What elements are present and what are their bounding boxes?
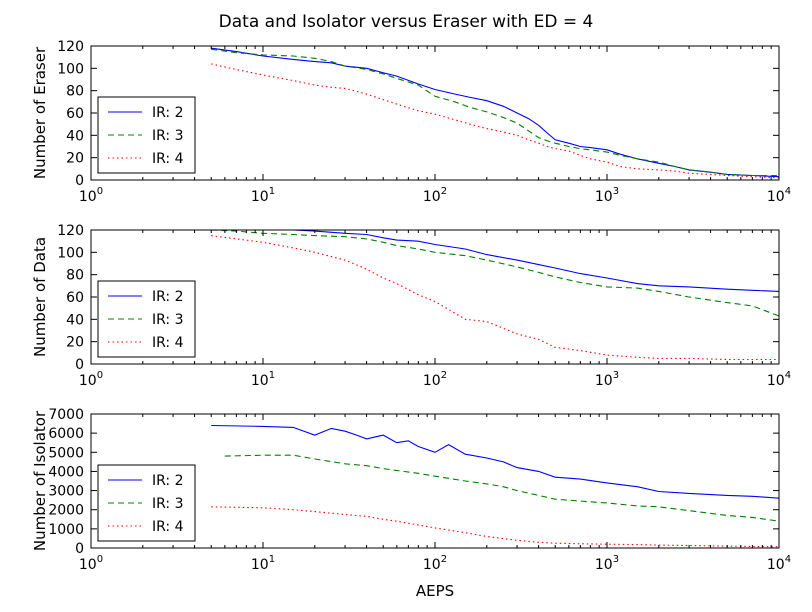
- x-tick-label: 100: [79, 370, 103, 389]
- x-tick-label: 100: [79, 554, 103, 573]
- series-line-1: [211, 424, 779, 499]
- legend-label-2: IR: 3: [152, 312, 184, 328]
- x-tick-label: 101: [251, 186, 275, 205]
- y-tick-label: 20: [66, 151, 84, 167]
- y-tick-label: 5000: [48, 445, 84, 461]
- subplot-1: 100 101 102 103 104 0 20 40 60 80 100 120 Number of …: [31, 39, 791, 205]
- series-line-3: [211, 506, 779, 548]
- y-tick-label: 3000: [48, 484, 84, 500]
- y-tick-label: 20: [66, 335, 84, 351]
- x-tick-label: 101: [251, 370, 275, 389]
- y-tick-label: 60: [66, 106, 84, 122]
- subplots: 100 101 102 103 104 0 20 40 60 80 100 120 Number of …: [31, 39, 791, 573]
- x-tick-label: 103: [595, 186, 619, 205]
- series-line-2: [224, 454, 779, 522]
- y-tick-label: 4000: [48, 464, 84, 480]
- y-tick-label: 40: [66, 312, 84, 328]
- series-line-1: [211, 230, 779, 292]
- x-axis-label: AEPS: [416, 582, 454, 600]
- y-tick-label: 60: [66, 290, 84, 306]
- y-tick-label: 6000: [48, 426, 84, 442]
- figure-title: Data and Isolator versus Eraser with ED …: [219, 12, 594, 32]
- legend-label-1: IR: 2: [152, 289, 184, 305]
- y-tick-label: 120: [57, 223, 84, 239]
- y-tick-label: 80: [66, 84, 84, 100]
- y-tick-label: 0: [75, 173, 84, 189]
- legend-label-2: IR: 3: [152, 128, 184, 144]
- y-tick-label: 0: [75, 357, 84, 373]
- legend: IR: 2 IR: 3 IR: 4: [97, 280, 196, 358]
- x-tick-label: 102: [423, 186, 447, 205]
- legend: IR: 2 IR: 3 IR: 4: [97, 96, 196, 174]
- y-tick-label: 100: [57, 61, 84, 77]
- y-tick-label: 120: [57, 39, 84, 55]
- x-tick-label: 100: [79, 186, 103, 205]
- y-axis-label: Number of Eraser: [31, 46, 49, 179]
- x-tick-label: 104: [767, 186, 791, 205]
- y-tick-label: 2000: [48, 503, 84, 519]
- y-tick-label: 80: [66, 268, 84, 284]
- subplot-2: 100 101 102 103 104 0 20 40 60 80 100 120 Number of …: [31, 223, 791, 389]
- x-tick-label: 102: [423, 370, 447, 389]
- y-tick-label: 40: [66, 128, 84, 144]
- legend-box: [97, 96, 196, 174]
- series-line-1: [211, 47, 779, 178]
- legend-label-1: IR: 2: [152, 473, 184, 489]
- legend-label-2: IR: 3: [152, 496, 184, 512]
- series-line-2: [211, 230, 779, 317]
- y-tick-label: 100: [57, 245, 84, 261]
- x-tick-label: 103: [595, 554, 619, 573]
- y-tick-label: 1000: [48, 522, 84, 538]
- y-axis-label: Number of Data: [31, 237, 49, 357]
- legend-box: [97, 280, 196, 358]
- subplot-3: 100 101 102 103 104 0 1000 2000 3000 4000 5000 6000…: [31, 407, 791, 573]
- y-tick-label: 0: [75, 541, 84, 557]
- x-tick-label: 103: [595, 370, 619, 389]
- x-tick-label: 104: [767, 370, 791, 389]
- x-tick-label: 104: [767, 554, 791, 573]
- legend: IR: 2 IR: 3 IR: 4: [97, 464, 196, 542]
- x-tick-label: 101: [251, 554, 275, 573]
- y-tick-label: 7000: [48, 407, 84, 423]
- series-line-3: [211, 63, 779, 179]
- legend-box: [97, 464, 196, 542]
- legend-label-3: IR: 4: [152, 151, 184, 167]
- series-line-2: [211, 48, 779, 177]
- legend-label-3: IR: 4: [152, 335, 184, 351]
- legend-label-3: IR: 4: [152, 519, 184, 535]
- y-axis-label: Number of Isolator: [31, 410, 49, 551]
- legend-label-1: IR: 2: [152, 105, 184, 121]
- x-tick-label: 102: [423, 554, 447, 573]
